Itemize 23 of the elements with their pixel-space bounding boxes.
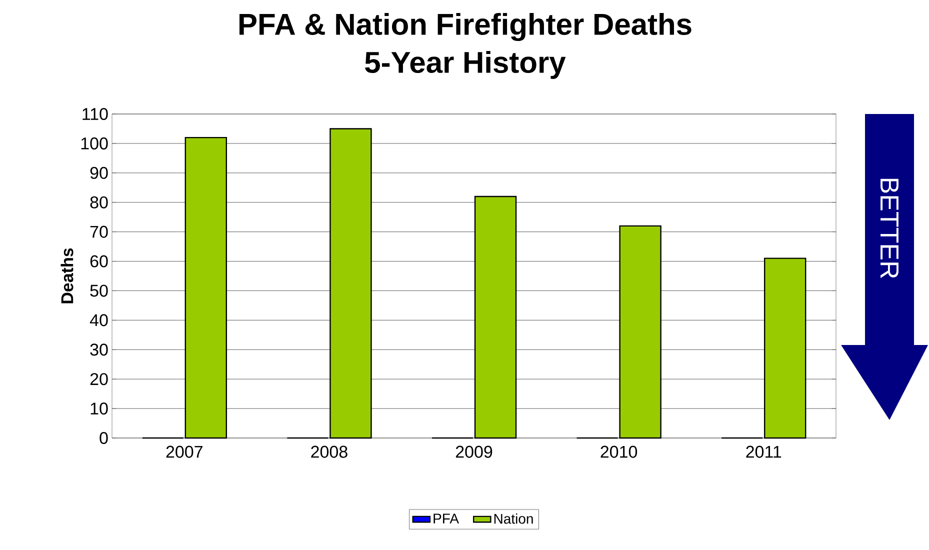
y-tick-label: 110 [82,108,108,120]
text: BETTER [880,178,898,278]
y-tick-label: 10 [90,402,108,415]
y-tick-label: 60 [90,255,108,268]
legend-label: Nation [494,513,533,524]
x-tick-label: 2011 [746,446,782,458]
y-tick-label: 80 [90,196,108,208]
y-tick-label: 40 [90,314,108,326]
y-tick-label: 50 [90,284,108,297]
x-tick-label: 2009 [456,446,492,458]
chart-subtitle: 5-Year History [365,51,566,79]
y-axis-title: Deaths [60,248,74,304]
y-tick-label: 90 [90,166,108,179]
y-tick-label: 70 [90,226,108,238]
y-tick-label: 30 [90,344,108,356]
legend-label: PFA [434,514,459,524]
x-tick-label: 2007 [166,446,202,458]
x-tick-label: 2008 [311,446,348,458]
chart-title: PFA & Nation Firefighter Deaths [239,12,692,42]
x-tick-label: 2010 [600,446,638,458]
y-tick-label: 0 [100,432,108,444]
y-tick-label: 100 [81,137,108,150]
y-tick-label: 20 [90,373,108,386]
